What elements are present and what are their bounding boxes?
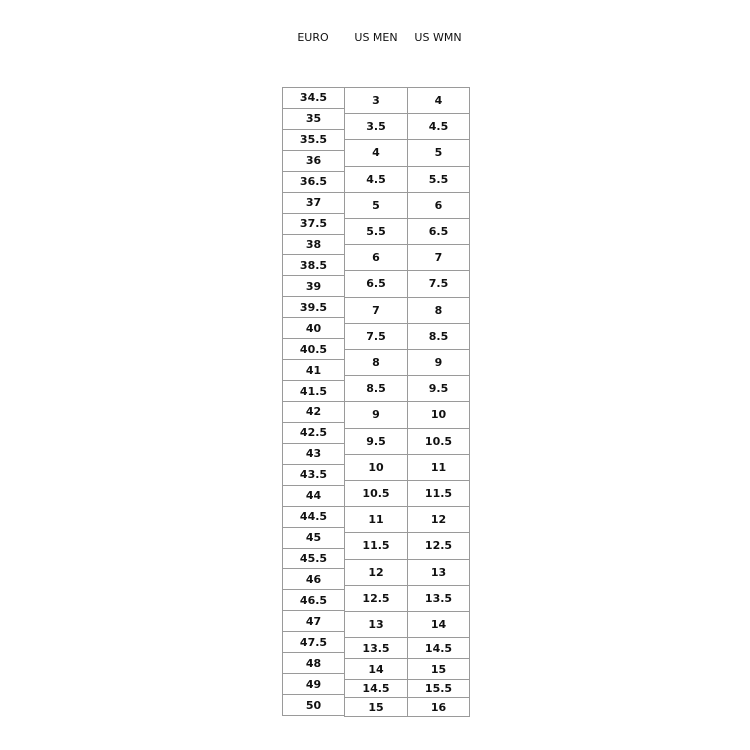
header-us-wmn: US WMN: [414, 31, 462, 44]
us-men-size-cell: 11.5: [344, 532, 408, 560]
euro-size-cell: 40: [282, 317, 345, 340]
us-men-size-cell: 3: [344, 87, 408, 115]
us-men-size-cell: 3.5: [344, 113, 408, 141]
euro-size-cell: 37: [282, 191, 345, 214]
euro-size-cell: 47: [282, 610, 345, 633]
euro-size-cell: 45: [282, 526, 345, 549]
us-wmn-size-cell: 11: [407, 453, 470, 481]
us-men-size-cell: 6: [344, 244, 408, 272]
euro-size-cell: 43.5: [282, 463, 345, 486]
header-us-men: US MEN: [354, 31, 398, 44]
us-men-size-cell: 5.5: [344, 218, 408, 246]
us-wmn-size-cell: 13.5: [407, 584, 470, 612]
us-wmn-size-cell: 15: [407, 658, 470, 681]
euro-size-cell: 44: [282, 484, 345, 507]
euro-size-cell: 50: [282, 694, 345, 716]
us-wmn-size-cell: 10: [407, 401, 470, 429]
us-men-size-cell: 15: [344, 697, 408, 717]
euro-size-cell: 47.5: [282, 631, 345, 654]
us-wmn-size-cell: 4: [407, 87, 470, 115]
euro-size-cell: 41.5: [282, 380, 345, 402]
us-men-size-cell: 4.5: [344, 165, 408, 193]
us-wmn-size-cell: 8.5: [407, 322, 470, 350]
us-wmn-size-cell: 6: [407, 191, 470, 219]
euro-size-cell: 37.5: [282, 212, 345, 235]
us-men-size-cell: 4: [344, 139, 408, 167]
euro-size-cell: 42.5: [282, 421, 345, 444]
euro-size-cell: 38: [282, 233, 345, 256]
us-wmn-size-cell: 15.5: [407, 679, 470, 699]
us-wmn-size-cell: 9: [407, 349, 470, 377]
us-wmn-size-cell: 14: [407, 611, 470, 639]
euro-size-cell: 46: [282, 568, 345, 591]
us-wmn-size-cell: 7.5: [407, 270, 470, 298]
euro-size-cell: 49: [282, 673, 345, 696]
us-men-size-cell: 11: [344, 506, 408, 534]
us-men-size-cell: 12: [344, 558, 408, 586]
us-wmn-size-cell: 9.5: [407, 375, 470, 403]
euro-size-cell: 35: [282, 107, 345, 130]
us-wmn-size-cell: 16: [407, 697, 470, 717]
us-wmn-size-cell: 12.5: [407, 532, 470, 560]
euro-size-cell: 46.5: [282, 589, 345, 612]
euro-size-cell: 35.5: [282, 128, 345, 151]
euro-size-cell: 40.5: [282, 338, 345, 361]
euro-size-cell: 38.5: [282, 254, 345, 277]
us-wmn-size-cell: 12: [407, 506, 470, 534]
us-men-size-cell: 9.5: [344, 427, 408, 455]
us-wmn-size-cell: 14.5: [407, 637, 470, 660]
header-euro: EURO: [297, 31, 329, 44]
us-men-size-cell: 6.5: [344, 270, 408, 298]
us-men-size-cell: 14.5: [344, 679, 408, 699]
us-men-size-cell: 10.5: [344, 480, 408, 508]
us-men-size-cell: 8: [344, 349, 408, 377]
euro-size-cell: 36: [282, 149, 345, 172]
us-wmn-size-cell: 11.5: [407, 480, 470, 508]
euro-size-cell: 41: [282, 359, 345, 382]
us-men-size-cell: 12.5: [344, 584, 408, 612]
us-men-size-cell: 7.5: [344, 322, 408, 350]
us-wmn-size-cell: 6.5: [407, 218, 470, 246]
euro-size-cell: 42: [282, 401, 345, 423]
us-wmn-size-cell: 4.5: [407, 113, 470, 141]
us-men-size-cell: 13.5: [344, 637, 408, 660]
us-wmn-size-cell: 13: [407, 558, 470, 586]
euro-size-cell: 43: [282, 442, 345, 465]
us-men-size-cell: 10: [344, 453, 408, 481]
us-wmn-size-cell: 5: [407, 139, 470, 167]
euro-size-cell: 44.5: [282, 505, 345, 528]
us-men-size-cell: 9: [344, 401, 408, 429]
us-wmn-size-cell: 5.5: [407, 165, 470, 193]
euro-size-cell: 39.5: [282, 296, 345, 319]
us-men-size-cell: 13: [344, 611, 408, 639]
us-men-size-cell: 14: [344, 658, 408, 681]
euro-size-cell: 45.5: [282, 547, 345, 570]
us-wmn-size-cell: 7: [407, 244, 470, 272]
euro-size-cell: 48: [282, 652, 345, 675]
us-men-size-cell: 5: [344, 191, 408, 219]
us-men-size-cell: 8.5: [344, 375, 408, 403]
us-men-size-cell: 7: [344, 296, 408, 324]
euro-size-cell: 39: [282, 275, 345, 298]
us-wmn-size-cell: 10.5: [407, 427, 470, 455]
euro-size-cell: 34.5: [282, 87, 345, 109]
euro-size-cell: 36.5: [282, 170, 345, 193]
us-wmn-size-cell: 8: [407, 296, 470, 324]
